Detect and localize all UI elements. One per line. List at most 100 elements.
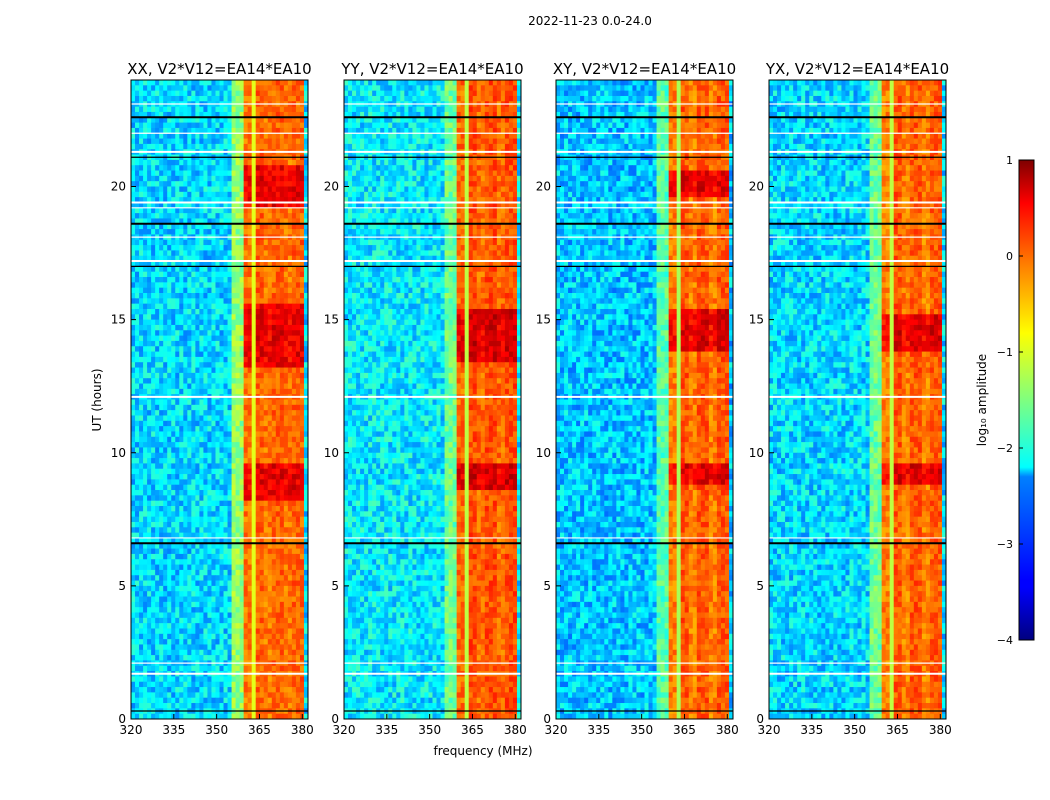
heatmap-cell bbox=[159, 208, 163, 214]
heatmap-cell bbox=[292, 229, 296, 235]
heatmap-cell bbox=[191, 373, 195, 379]
heatmap-cell bbox=[175, 325, 179, 331]
heatmap-cell bbox=[252, 171, 256, 177]
heatmap-cell bbox=[240, 192, 244, 198]
heatmap-cell bbox=[155, 160, 159, 166]
heatmap-cell bbox=[248, 208, 252, 214]
heatmap-cell bbox=[256, 85, 260, 91]
heatmap-cell bbox=[248, 165, 252, 171]
heatmap-cell bbox=[199, 213, 203, 219]
heatmap-cell bbox=[215, 368, 219, 374]
heatmap-cell bbox=[143, 277, 147, 283]
heatmap-cell bbox=[163, 91, 167, 97]
heatmap-cell bbox=[183, 139, 187, 145]
heatmap-cell bbox=[224, 160, 228, 166]
heatmap-cell bbox=[135, 336, 139, 342]
heatmap-cell bbox=[183, 272, 187, 278]
heatmap-cell bbox=[191, 171, 195, 177]
heatmap-cell bbox=[191, 187, 195, 193]
heatmap-cell bbox=[240, 362, 244, 368]
heatmap-cell bbox=[224, 213, 228, 219]
heatmap-cell bbox=[175, 368, 179, 374]
heatmap-cell bbox=[288, 213, 292, 219]
heatmap-cell bbox=[252, 85, 256, 91]
heatmap-cell bbox=[183, 133, 187, 139]
heatmap-cell bbox=[179, 325, 183, 331]
heatmap-cell bbox=[179, 346, 183, 352]
heatmap-cell bbox=[131, 304, 135, 310]
heatmap-cell bbox=[159, 80, 163, 86]
heatmap-cell bbox=[236, 123, 240, 129]
heatmap-cell bbox=[195, 320, 199, 326]
heatmap-cell bbox=[159, 176, 163, 182]
heatmap-cell bbox=[131, 229, 135, 235]
heatmap-cell bbox=[147, 373, 151, 379]
heatmap-cell bbox=[256, 133, 260, 139]
heatmap-cell bbox=[155, 336, 159, 342]
heatmap-cell bbox=[288, 346, 292, 352]
heatmap-cell bbox=[187, 123, 191, 129]
heatmap-cell bbox=[207, 288, 211, 294]
heatmap-cell bbox=[179, 282, 183, 288]
heatmap-cell bbox=[248, 107, 252, 113]
heatmap-cell bbox=[280, 282, 284, 288]
heatmap-cell bbox=[203, 165, 207, 171]
heatmap-cell bbox=[167, 213, 171, 219]
heatmap-cell bbox=[139, 293, 143, 299]
heatmap-cell bbox=[175, 213, 179, 219]
heatmap-cell bbox=[280, 309, 284, 315]
heatmap-cell bbox=[268, 288, 272, 294]
heatmap-cell bbox=[236, 250, 240, 256]
heatmap-cell bbox=[215, 139, 219, 145]
heatmap-cell bbox=[296, 133, 300, 139]
heatmap-cell bbox=[260, 181, 264, 187]
heatmap-cell bbox=[159, 85, 163, 91]
heatmap-cell bbox=[139, 213, 143, 219]
heatmap-cell bbox=[175, 229, 179, 235]
heatmap-cell bbox=[288, 107, 292, 113]
heatmap-cell bbox=[211, 346, 215, 352]
heatmap-cell bbox=[131, 320, 135, 326]
heatmap-cell bbox=[244, 293, 248, 299]
heatmap-cell bbox=[147, 293, 151, 299]
heatmap-cell bbox=[292, 171, 296, 177]
heatmap-cell bbox=[224, 144, 228, 150]
heatmap-cell bbox=[187, 144, 191, 150]
heatmap-cell bbox=[139, 368, 143, 374]
heatmap-cell bbox=[264, 176, 268, 182]
heatmap-cell bbox=[252, 229, 256, 235]
heatmap-cell bbox=[195, 80, 199, 86]
heatmap-cell bbox=[276, 293, 280, 299]
heatmap-cell bbox=[151, 341, 155, 347]
heatmap-cell bbox=[256, 298, 260, 304]
heatmap-cell bbox=[252, 123, 256, 129]
heatmap-cell bbox=[139, 362, 143, 368]
heatmap-cell bbox=[228, 368, 232, 374]
heatmap-cell bbox=[256, 277, 260, 283]
heatmap-cell bbox=[155, 266, 159, 272]
heatmap-cell bbox=[175, 133, 179, 139]
heatmap-cell bbox=[215, 176, 219, 182]
heatmap-cell bbox=[236, 181, 240, 187]
heatmap-cell bbox=[195, 144, 199, 150]
heatmap-cell bbox=[143, 314, 147, 320]
heatmap-cell bbox=[175, 80, 179, 86]
heatmap-cell bbox=[236, 272, 240, 278]
heatmap-cell bbox=[268, 330, 272, 336]
heatmap-cell bbox=[187, 80, 191, 86]
heatmap-cell bbox=[268, 277, 272, 283]
heatmap-cell bbox=[207, 123, 211, 129]
heatmap-cell bbox=[143, 176, 147, 182]
heatmap-cell bbox=[171, 250, 175, 256]
heatmap-cell bbox=[292, 208, 296, 214]
heatmap-cell bbox=[248, 240, 252, 246]
heatmap-cell bbox=[236, 346, 240, 352]
heatmap-cell bbox=[187, 245, 191, 251]
heatmap-cell bbox=[175, 250, 179, 256]
heatmap-cell bbox=[268, 266, 272, 272]
heatmap-cell bbox=[155, 176, 159, 182]
heatmap-cell bbox=[131, 330, 135, 336]
heatmap-cell bbox=[300, 245, 304, 251]
heatmap-cell bbox=[260, 229, 264, 235]
